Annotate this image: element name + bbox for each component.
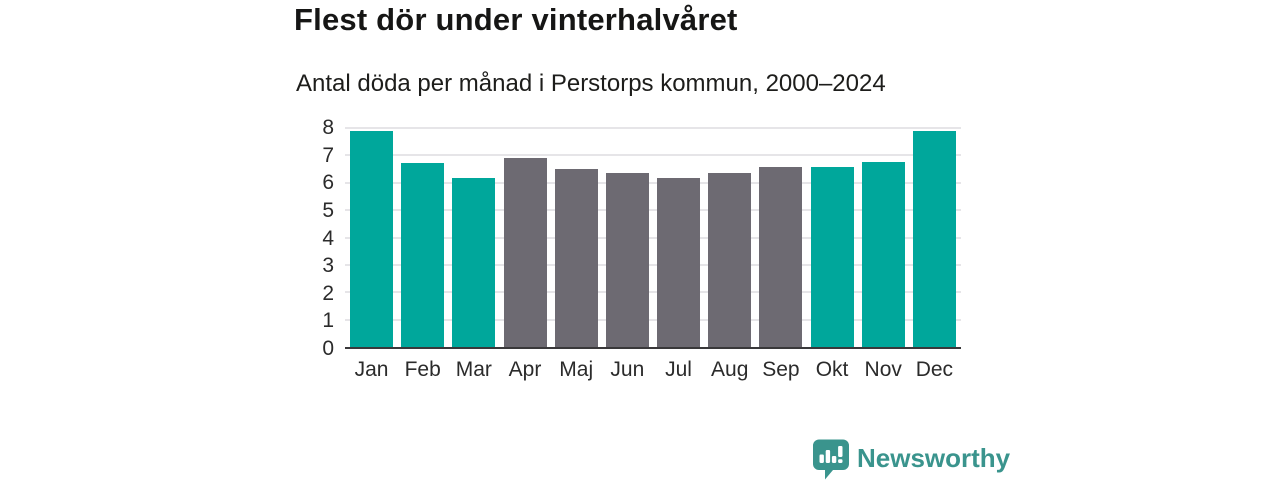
gridline-6 bbox=[345, 181, 961, 184]
y-tick-label-4: 4 bbox=[322, 226, 334, 250]
gridline-8 bbox=[345, 127, 961, 129]
bar-sep bbox=[759, 167, 803, 347]
gridline-3 bbox=[345, 263, 961, 266]
gridline-7 bbox=[345, 154, 961, 157]
y-tick-label-0: 0 bbox=[322, 337, 334, 360]
x-tick-label-sep: Sep bbox=[762, 358, 800, 381]
x-tick-label-nov: Nov bbox=[864, 358, 902, 381]
bar-jan bbox=[350, 130, 393, 347]
bar-mar bbox=[452, 178, 496, 347]
x-tick-label-mar: Mar bbox=[455, 358, 492, 381]
x-tick-label-okt: Okt bbox=[815, 358, 849, 381]
x-tick-label-jun: Jun bbox=[610, 358, 645, 381]
gridline-5 bbox=[345, 209, 961, 212]
x-tick-label-jul: Jul bbox=[665, 358, 692, 381]
chart-title: Flest dör under vinterhalvåret bbox=[294, 2, 738, 37]
x-tick-label-apr: Apr bbox=[508, 358, 542, 381]
newsworthy-logo-text: Newsworthy bbox=[857, 443, 1011, 473]
y-tick-label-1: 1 bbox=[322, 309, 334, 333]
x-tick-label-jan: Jan bbox=[354, 358, 389, 381]
bar-okt bbox=[810, 167, 854, 347]
chart-subtitle: Antal döda per månad i Perstorps kommun,… bbox=[296, 70, 886, 97]
bar-feb bbox=[401, 163, 445, 347]
newsworthy-logo: Newsworthy bbox=[812, 439, 1010, 480]
bar-jul bbox=[657, 178, 701, 347]
y-tick-label-7: 7 bbox=[322, 143, 334, 167]
x-tick-label-feb: Feb bbox=[404, 358, 441, 381]
bar-nov bbox=[861, 161, 905, 347]
bar-aug bbox=[708, 172, 752, 347]
x-tick-label-maj: Maj bbox=[559, 358, 594, 381]
gridline-2 bbox=[345, 291, 961, 294]
y-tick-label-3: 3 bbox=[322, 254, 334, 278]
bar-maj bbox=[554, 168, 598, 347]
plot-area bbox=[345, 127, 961, 349]
y-tick-label-5: 5 bbox=[322, 198, 334, 222]
x-axis: Jan Feb Mar Apr Maj Jun Jul Aug Sep Okt Nov Dec bbox=[345, 358, 961, 382]
bar-jun bbox=[605, 172, 649, 347]
bar-series bbox=[345, 128, 961, 347]
x-tick-label-aug: Aug bbox=[711, 358, 749, 381]
y-axis: 0 1 2 3 4 5 6 7 8 bbox=[270, 116, 334, 360]
bar-chart-bubble-icon bbox=[812, 439, 850, 480]
gridline-4 bbox=[345, 236, 961, 239]
y-tick-label-6: 6 bbox=[322, 171, 334, 195]
x-tick-label-dec: Dec bbox=[915, 358, 954, 381]
bar-dec bbox=[912, 130, 956, 347]
bar-apr bbox=[503, 158, 547, 347]
gridline-1 bbox=[345, 318, 961, 321]
y-tick-label-2: 2 bbox=[322, 281, 334, 305]
y-tick-label-8: 8 bbox=[322, 116, 334, 139]
